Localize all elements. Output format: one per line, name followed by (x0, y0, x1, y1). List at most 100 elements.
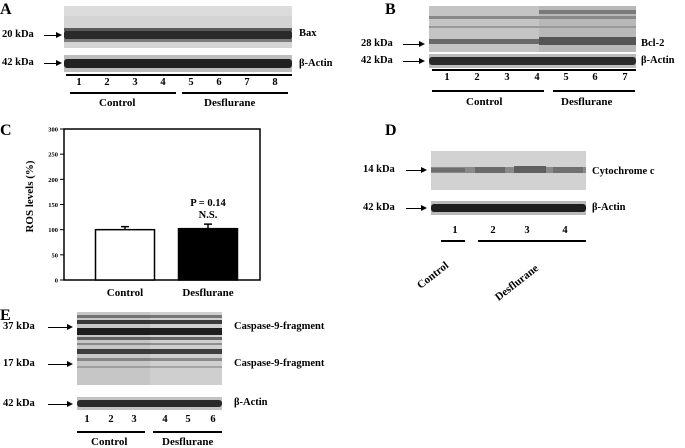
lane-d-1: 1 (452, 225, 458, 236)
lane-a-1: 1 (76, 77, 82, 88)
band-e-17: Caspase-9-fragment (234, 358, 325, 369)
lane-e-4: 4 (162, 414, 168, 425)
lane-a-7: 7 (244, 77, 250, 88)
lane-b-4: 4 (534, 72, 540, 83)
lane-e-1: 1 (84, 414, 90, 425)
x-tick-label: Desflurane (182, 287, 233, 299)
y-tick-label: 100 (48, 227, 58, 234)
panel-b-letter: B (385, 1, 396, 18)
lane-b-2: 2 (474, 72, 480, 83)
panel-a-letter: A (0, 1, 12, 18)
lane-a-2: 2 (104, 77, 110, 88)
arrow-d-actin (406, 205, 427, 211)
y-tick-label: 150 (48, 202, 58, 209)
divider-a (66, 74, 292, 76)
marker-d-cyto: 14 kDa (363, 164, 395, 175)
bracket-e-desflurane (153, 431, 222, 433)
lane-d-4: 4 (562, 225, 568, 236)
lane-b-7: 7 (622, 72, 628, 83)
marker-d-actin: 42 kDa (363, 202, 395, 213)
band-e-37: Caspase-9-fragment (234, 321, 325, 332)
lane-e-2: 2 (108, 414, 114, 425)
band-e-actin: β-Actin (234, 397, 268, 408)
blot-a-actin (64, 55, 292, 72)
y-tick-label: 250 (48, 152, 58, 159)
bar-control (94, 228, 156, 281)
x-tick-label: Control (107, 287, 143, 299)
lane-a-8: 8 (272, 77, 278, 88)
ros-bar-chart: 0 50 100 150 200 250 300 ROS levels (%) Control D… (0, 118, 300, 308)
bracket-b-control (432, 90, 544, 92)
arrow-e-actin (48, 401, 73, 407)
arrow-b-bcl2 (403, 41, 425, 47)
y-tick-label: 50 (52, 252, 59, 259)
y-tick-label: 200 (48, 177, 58, 184)
band-b-bcl2: Bcl-2 (641, 38, 665, 49)
group-e-control: Control (91, 436, 128, 448)
bracket-d-control (441, 240, 465, 242)
band-b-actin: β-Actin (641, 55, 675, 66)
panel-c-letter: C (0, 122, 12, 139)
marker-e-actin: 42 kDa (3, 398, 35, 409)
group-d-desflurane: Desflurane (493, 262, 541, 304)
lane-b-5: 5 (563, 72, 569, 83)
lane-a-6: 6 (216, 77, 222, 88)
arrow-a-bax (44, 32, 62, 38)
lane-a-5: 5 (188, 77, 194, 88)
marker-b-actin: 42 kDa (361, 55, 393, 66)
arrow-e-17 (48, 361, 73, 367)
blot-d-actin (431, 201, 586, 215)
blot-d-cytochrome (431, 151, 586, 190)
lane-a-3: 3 (132, 77, 138, 88)
ns-annotation: N.S. (199, 210, 218, 221)
arrow-b-actin (403, 58, 425, 64)
band-a-bax: Bax (299, 28, 317, 39)
lane-a-4: 4 (160, 77, 166, 88)
bar-desflurane (177, 227, 239, 281)
group-a-desflurane: Desflurane (204, 97, 256, 109)
group-d-control: Control (415, 259, 452, 292)
lane-b-3: 3 (504, 72, 510, 83)
ros-bar-chart-svg: 0 50 100 150 200 250 300 ROS levels (%) Control D… (24, 127, 261, 299)
marker-b-bcl2: 28 kDa (361, 38, 393, 49)
arrow-e-37 (48, 324, 73, 330)
lane-e-5: 5 (185, 414, 191, 425)
panel-d-letter: D (385, 122, 397, 139)
band-a-actin: β-Actin (299, 58, 333, 69)
blot-b-bcl2 (429, 6, 636, 52)
marker-a-actin: 42 kDa (2, 57, 34, 68)
blot-e-actin (77, 397, 222, 410)
bracket-b-desflurane (553, 90, 635, 92)
lane-d-2: 2 (490, 225, 496, 236)
group-b-desflurane: Desflurane (561, 96, 613, 108)
band-d-actin: β-Actin (592, 202, 626, 213)
bracket-a-desflurane (182, 92, 288, 94)
marker-e-37: 37 kDa (3, 321, 35, 332)
y-axis-label: ROS levels (%) (24, 160, 36, 232)
lane-e-6: 6 (210, 414, 216, 425)
marker-e-17: 17 kDa (3, 358, 35, 369)
blot-e-caspase (77, 312, 222, 385)
arrow-a-actin (44, 60, 62, 66)
bracket-e-control (77, 431, 145, 433)
arrow-d-cyto (406, 167, 427, 173)
lane-d-3: 3 (524, 225, 530, 236)
blot-a-bax (64, 6, 292, 48)
bracket-a-control (70, 92, 176, 94)
bracket-d-desflurane (478, 240, 586, 242)
marker-a-bax: 20 kDa (2, 29, 34, 40)
lane-b-6: 6 (592, 72, 598, 83)
band-d-cyto: Cytochrome c (592, 166, 655, 177)
p-value-annotation: P = 0.14 (190, 198, 226, 209)
divider-b (432, 69, 636, 71)
panel-e-letter: E (0, 307, 11, 324)
lane-e-3: 3 (131, 414, 137, 425)
group-a-control: Control (99, 97, 136, 109)
y-tick-label: 0 (55, 278, 58, 285)
y-tick-label: 300 (48, 127, 58, 134)
lane-b-1: 1 (444, 72, 450, 83)
blot-b-actin (429, 54, 636, 68)
group-b-control: Control (466, 96, 503, 108)
group-e-desflurane: Desflurane (162, 436, 214, 448)
